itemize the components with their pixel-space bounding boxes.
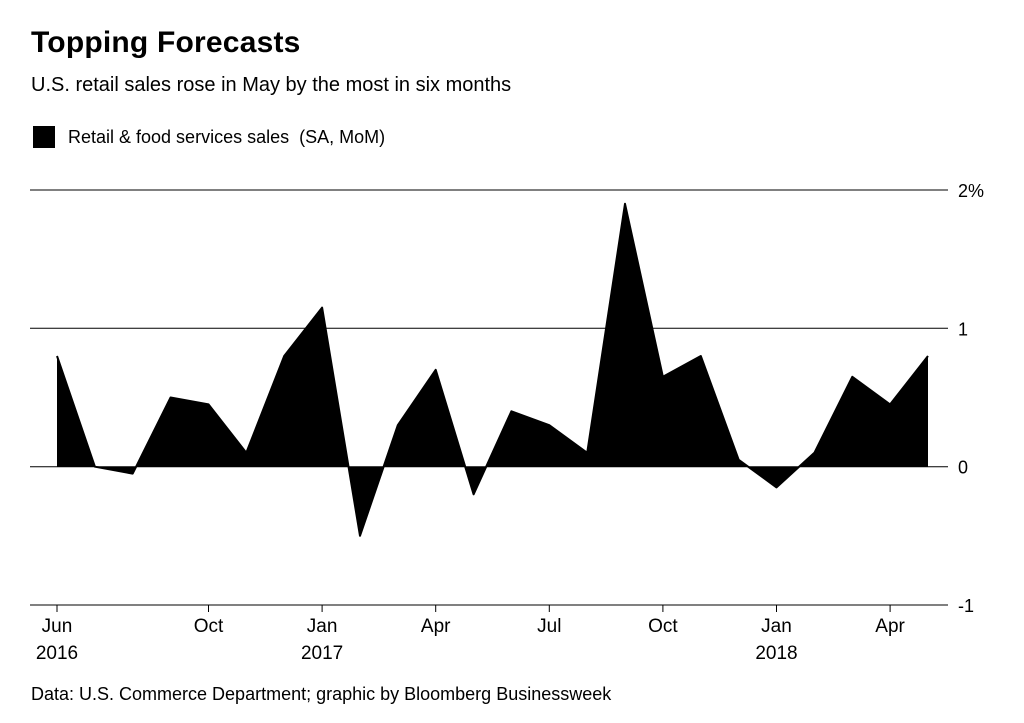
- x-tick-year-label: 2016: [36, 643, 78, 664]
- page-title: Topping Forecasts: [31, 26, 301, 59]
- x-tick-year-label: 2017: [301, 643, 343, 664]
- x-tick-label: Apr: [421, 616, 451, 637]
- series-line: [56, 202, 929, 537]
- chart-canvas: 2% 1 0 -1 Jun 2016 Oct Jan 2017 Apr Jul Oct Jan 2018 A…: [30, 181, 984, 664]
- legend: Retail & food services sales (SA, MoM): [33, 126, 385, 148]
- area-chart: 2% 1 0 -1 Jun 2016 Oct Jan 2017 Apr Jul Oct Jan 2018 A…: [0, 170, 1024, 675]
- y-tick-label: 1: [958, 319, 968, 339]
- area-series: [57, 203, 928, 536]
- legend-swatch: [33, 126, 55, 148]
- y-tick-label: 0: [958, 458, 968, 478]
- x-tick-year-label: 2018: [755, 643, 797, 664]
- legend-label: Retail & food services sales (SA, MoM): [68, 126, 386, 147]
- x-tick-label: Jul: [537, 616, 561, 637]
- x-tick-label: Jun: [42, 616, 73, 637]
- y-tick-label: 2%: [958, 181, 984, 201]
- x-tick-label: Jan: [761, 616, 792, 637]
- x-tick-label: Oct: [648, 616, 678, 637]
- x-tick-label: Jan: [307, 616, 338, 637]
- y-tick-label: -1: [958, 596, 974, 616]
- x-tick-label: Apr: [875, 616, 905, 637]
- source-note: Data: U.S. Commerce Department; graphic …: [31, 684, 612, 704]
- chart-subtitle: U.S. retail sales rose in May by the mos…: [31, 74, 512, 96]
- x-tick-label: Oct: [194, 616, 224, 637]
